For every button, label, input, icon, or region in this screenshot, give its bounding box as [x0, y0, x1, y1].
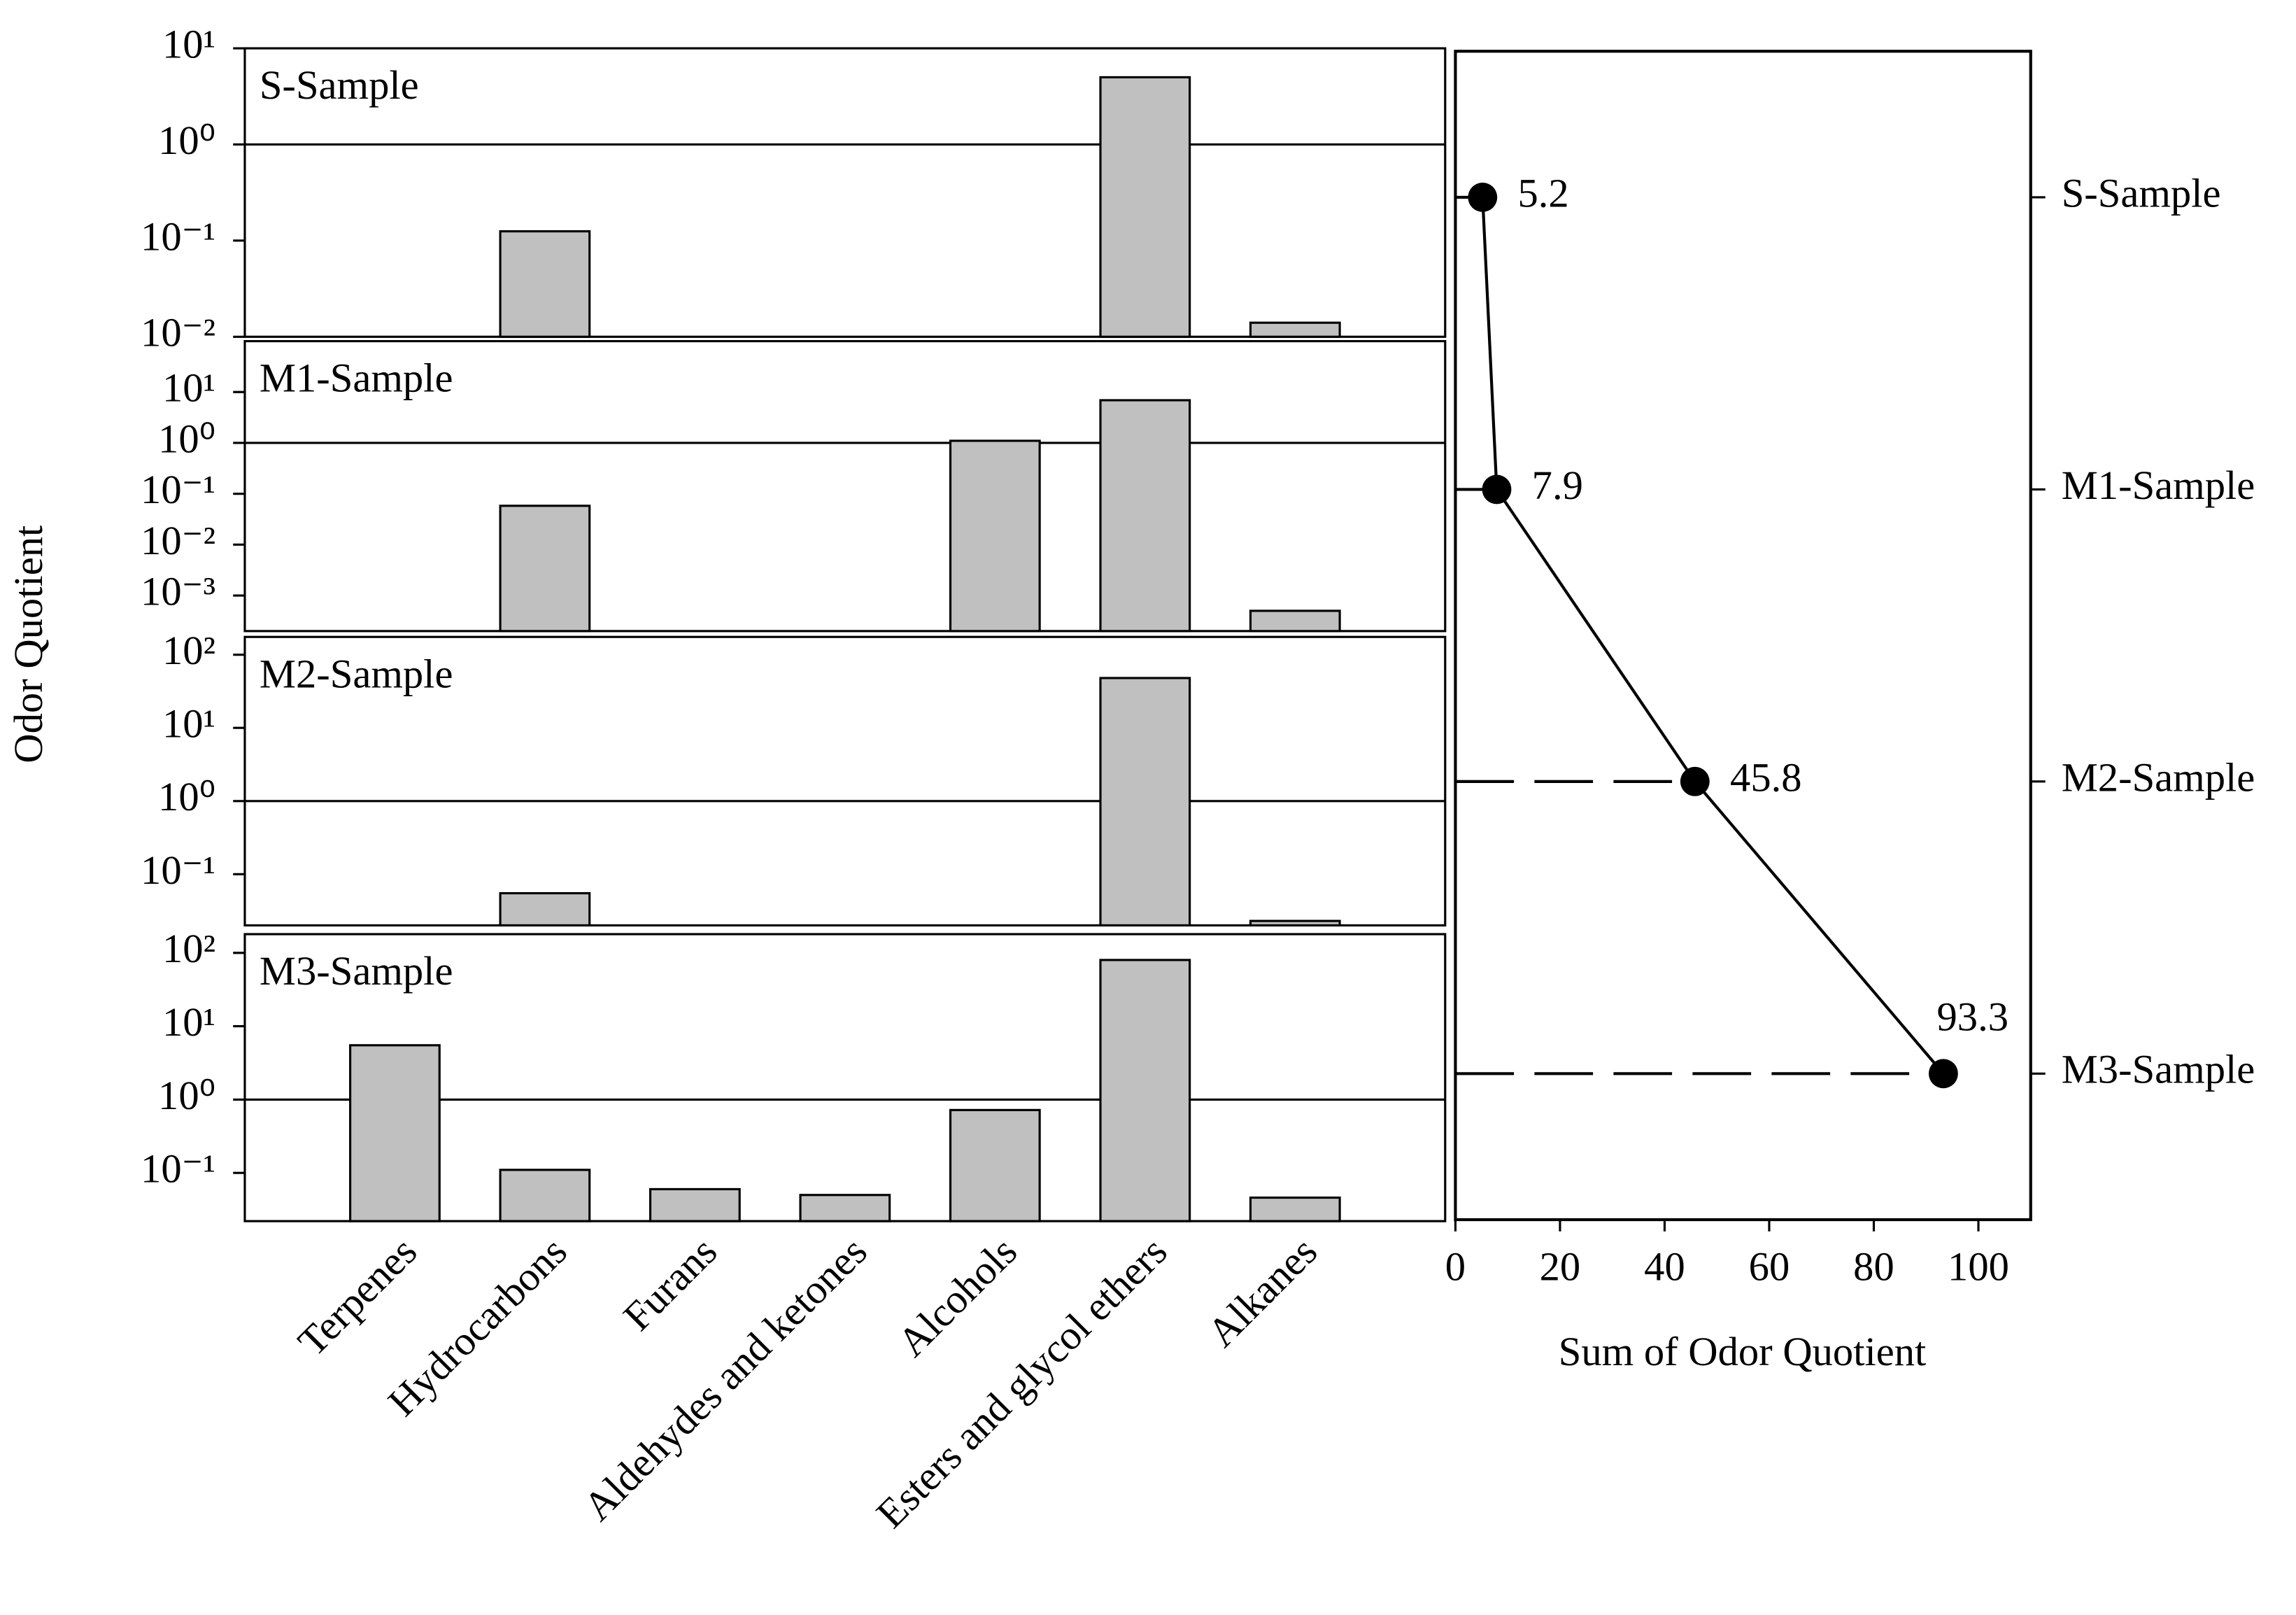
- bar: [1249, 321, 1341, 338]
- value-label: 5.2: [1518, 170, 1569, 216]
- y-tick-label: 10⁻²: [141, 310, 215, 355]
- y-tick-label: 10¹: [162, 999, 215, 1045]
- x-axis-title: Sum of Odor Quotient: [1559, 1329, 1927, 1374]
- panel-title: M2-Sample: [260, 651, 453, 696]
- bar: [1099, 76, 1191, 338]
- y-tick-label: 10⁻¹: [141, 213, 215, 259]
- bar: [499, 1169, 591, 1222]
- point: [1482, 474, 1512, 505]
- panel-title: S-Sample: [260, 62, 419, 108]
- y-axis-title: Odor Quotient: [6, 526, 51, 763]
- panel-title: M1-Sample: [260, 355, 453, 401]
- value-label: 93.3: [1937, 994, 2009, 1039]
- point: [1680, 766, 1710, 796]
- bar: [1249, 609, 1341, 633]
- bar: [1249, 919, 1341, 927]
- panel-frame: [243, 47, 1447, 338]
- x-tick-label: Alkanes: [1198, 1229, 1326, 1356]
- x-tick-label: 60: [1749, 1244, 1790, 1290]
- value-label: 7.9: [1532, 463, 1583, 508]
- y-tick-label: 10⁻²: [141, 518, 215, 563]
- y-tick-label: M1-Sample: [2062, 463, 2255, 508]
- bar: [499, 505, 591, 633]
- y-tick-label: 10¹: [162, 21, 215, 66]
- y-tick-label: 10⁰: [158, 118, 215, 163]
- x-tick-label: 20: [1540, 1244, 1581, 1290]
- point: [1468, 183, 1498, 212]
- y-tick-label: 10¹: [162, 365, 215, 411]
- y-tick-label: 10⁻³: [141, 568, 215, 614]
- x-tick-label: 80: [1853, 1244, 1894, 1290]
- x-tick-label: Alcohols: [889, 1229, 1026, 1366]
- point: [1928, 1059, 1958, 1089]
- x-tick-label: 100: [1948, 1244, 2009, 1290]
- y-tick-label: 10⁻¹: [141, 1146, 215, 1192]
- value-label: 45.8: [1730, 754, 1802, 800]
- y-tick-label: 10⁻¹: [141, 467, 215, 512]
- x-tick-label: Furans: [614, 1229, 725, 1340]
- bar: [349, 1044, 441, 1222]
- panel-frame: [243, 635, 1447, 927]
- y-tick-label: 10⁻¹: [141, 847, 215, 893]
- bar: [1099, 399, 1191, 633]
- bar: [499, 230, 591, 338]
- x-tick-label: Terpenes: [289, 1229, 425, 1365]
- panel-title: M3-Sample: [260, 948, 453, 994]
- panel-frame: [1454, 50, 2032, 1222]
- bar: [1099, 677, 1191, 927]
- x-tick-label: 40: [1644, 1244, 1685, 1290]
- bar: [949, 1108, 1041, 1222]
- x-tick-label: 0: [1445, 1244, 1466, 1290]
- y-tick-label: 10⁰: [158, 1073, 215, 1118]
- bar: [949, 439, 1041, 633]
- y-tick-label: 10²: [162, 926, 215, 971]
- x-tick-label: Esters and glycol ethers: [867, 1229, 1175, 1537]
- y-tick-label: 10¹: [162, 701, 215, 747]
- y-tick-label: S-Sample: [2062, 170, 2221, 216]
- y-tick-label: 10²: [162, 628, 215, 673]
- bar: [649, 1187, 741, 1222]
- y-tick-label: M2-Sample: [2062, 754, 2255, 800]
- bar: [1099, 959, 1191, 1222]
- bar: [1249, 1196, 1341, 1222]
- bar: [799, 1194, 891, 1222]
- y-tick-label: 10⁰: [158, 416, 215, 461]
- panel-frame: [243, 339, 1447, 633]
- bar: [499, 891, 591, 927]
- y-tick-label: 10⁰: [158, 774, 215, 819]
- x-tick-label: Aldehydes and ketones: [574, 1229, 875, 1530]
- line: [1481, 197, 1945, 1075]
- y-tick-label: M3-Sample: [2062, 1047, 2255, 1092]
